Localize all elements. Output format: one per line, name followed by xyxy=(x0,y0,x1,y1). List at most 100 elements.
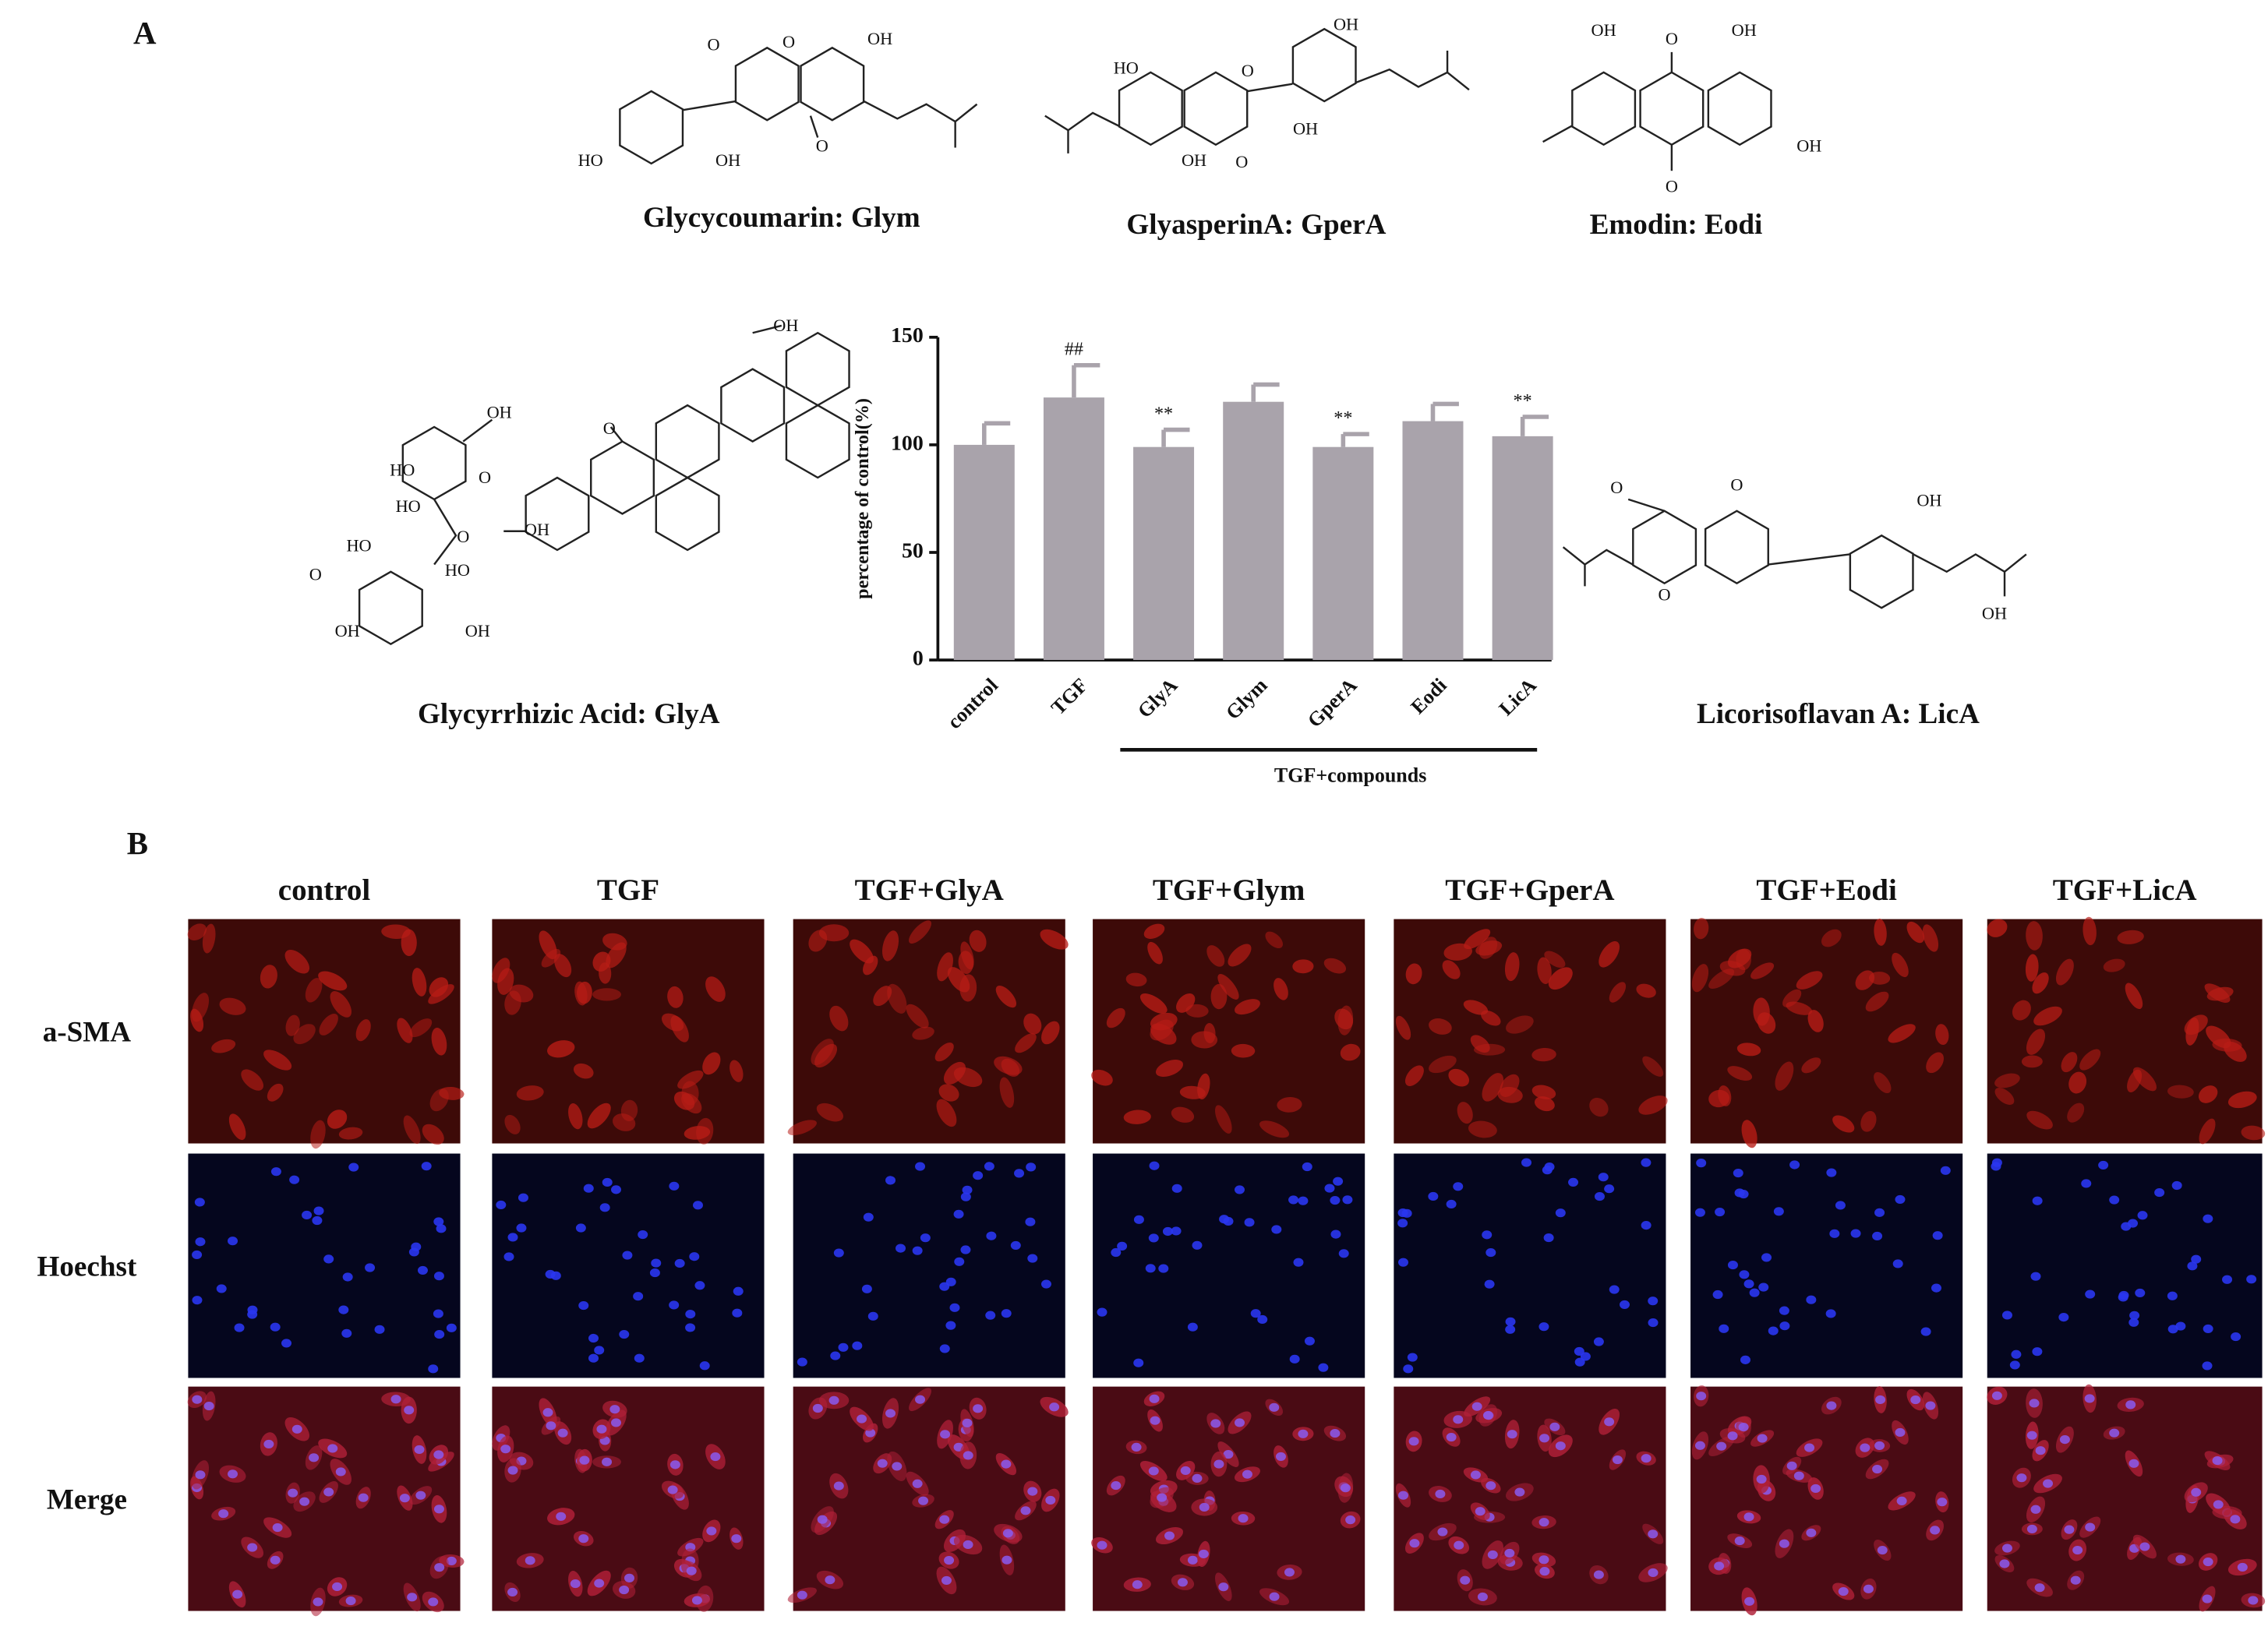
nucleus xyxy=(1001,1309,1012,1318)
nucleus xyxy=(2135,1288,2146,1297)
cell xyxy=(284,950,310,974)
nucleus xyxy=(619,1329,630,1339)
ring xyxy=(655,404,720,479)
cell xyxy=(1642,1056,1664,1077)
cell xyxy=(1091,1069,1113,1086)
nucleus xyxy=(2032,1347,2043,1357)
nucleus xyxy=(1117,1241,1128,1251)
atom-label: OH xyxy=(1182,150,1206,170)
nucleus xyxy=(1549,1422,1560,1431)
nucleus xyxy=(651,1258,662,1268)
nucleus xyxy=(496,1200,507,1210)
nucleus xyxy=(1330,1195,1341,1205)
cell xyxy=(568,1103,583,1130)
cell xyxy=(429,977,449,997)
nucleus xyxy=(1811,1484,1821,1494)
cell xyxy=(1874,1072,1892,1094)
nucleus xyxy=(1779,1306,1789,1315)
atom-label: O xyxy=(309,564,322,584)
nucleus xyxy=(446,1323,457,1332)
cell xyxy=(2204,983,2231,1003)
cell xyxy=(906,1004,929,1028)
nucleus xyxy=(1612,1455,1623,1465)
compound-name: GlyasperinA: GperA xyxy=(1126,209,1386,241)
cell xyxy=(936,1099,957,1127)
micrograph xyxy=(1987,1384,2266,1612)
nucleus xyxy=(1895,1194,1906,1204)
nucleus xyxy=(1213,1459,1224,1469)
cell xyxy=(1708,1089,1730,1108)
nucleus xyxy=(1826,1168,1837,1177)
cell xyxy=(1727,1066,1753,1081)
nucleus xyxy=(2128,1318,2139,1327)
nucleus xyxy=(507,1233,518,1242)
nucleus xyxy=(2230,1515,2241,1524)
nucleus xyxy=(1641,1454,1652,1463)
nucleus xyxy=(1192,1473,1203,1483)
nucleus xyxy=(1238,1514,1249,1523)
nucleus xyxy=(1740,1355,1750,1364)
image-background xyxy=(1987,1153,2263,1378)
cell xyxy=(705,976,726,1002)
nucleus xyxy=(610,1418,621,1427)
nucleus xyxy=(525,1556,535,1565)
cell xyxy=(1500,1074,1520,1097)
column-label: TGF+GlyA xyxy=(855,873,1004,907)
panel-label: A xyxy=(133,16,157,51)
micrograph xyxy=(1690,918,1963,1148)
micrograph xyxy=(1093,1153,1365,1378)
nucleus xyxy=(1145,1264,1156,1273)
nucleus xyxy=(2125,1400,2136,1409)
micrograph xyxy=(492,1386,765,1612)
nucleus xyxy=(838,1342,849,1352)
micrograph xyxy=(1091,1386,1365,1611)
column-label: TGF+GperA xyxy=(1445,873,1614,907)
cell xyxy=(814,1043,838,1068)
nucleus xyxy=(1020,1506,1031,1515)
cell xyxy=(1106,1007,1125,1028)
ring xyxy=(785,331,850,407)
nucleus xyxy=(500,1445,511,1454)
micrograph xyxy=(787,1386,1069,1611)
cell xyxy=(1210,983,1228,1010)
micrograph xyxy=(187,919,465,1149)
cell xyxy=(1892,952,1909,978)
nucleus xyxy=(857,1414,867,1424)
nucleus xyxy=(1860,1443,1871,1452)
nucleus xyxy=(1149,1394,1160,1403)
cell xyxy=(1337,1005,1354,1035)
x-tick-label: TGF xyxy=(1047,674,1092,719)
nucleus xyxy=(446,1556,457,1566)
atom-label: OH xyxy=(1293,118,1318,138)
atom-label: O xyxy=(1666,29,1678,48)
nucleus xyxy=(638,1230,648,1240)
cell xyxy=(1609,982,1627,1003)
nucleus xyxy=(1568,1177,1579,1187)
nucleus xyxy=(960,1245,971,1254)
nucleus xyxy=(1930,1526,1941,1535)
nucleus xyxy=(985,1311,996,1320)
nucleus xyxy=(1779,1539,1789,1548)
nucleus xyxy=(1486,1248,1496,1258)
nucleus xyxy=(1304,1336,1315,1346)
cell xyxy=(318,971,348,991)
cell xyxy=(1139,993,1168,1014)
nucleus xyxy=(313,1206,324,1215)
nucleus xyxy=(302,1210,313,1220)
nucleus xyxy=(2098,1160,2109,1170)
cell xyxy=(1589,1097,1609,1117)
nucleus xyxy=(2035,1446,2046,1455)
nucleus xyxy=(399,1494,410,1503)
cell xyxy=(327,1110,348,1129)
nucleus xyxy=(1504,1548,1515,1558)
cell xyxy=(1231,1043,1256,1058)
nucleus xyxy=(2026,1431,2037,1440)
nucleus xyxy=(984,1162,994,1171)
nucleus xyxy=(327,1444,338,1453)
nucleus xyxy=(685,1310,696,1319)
micrograph xyxy=(1394,1153,1666,1378)
nucleus xyxy=(434,1330,445,1339)
cell xyxy=(355,1019,371,1042)
bond xyxy=(609,426,624,443)
